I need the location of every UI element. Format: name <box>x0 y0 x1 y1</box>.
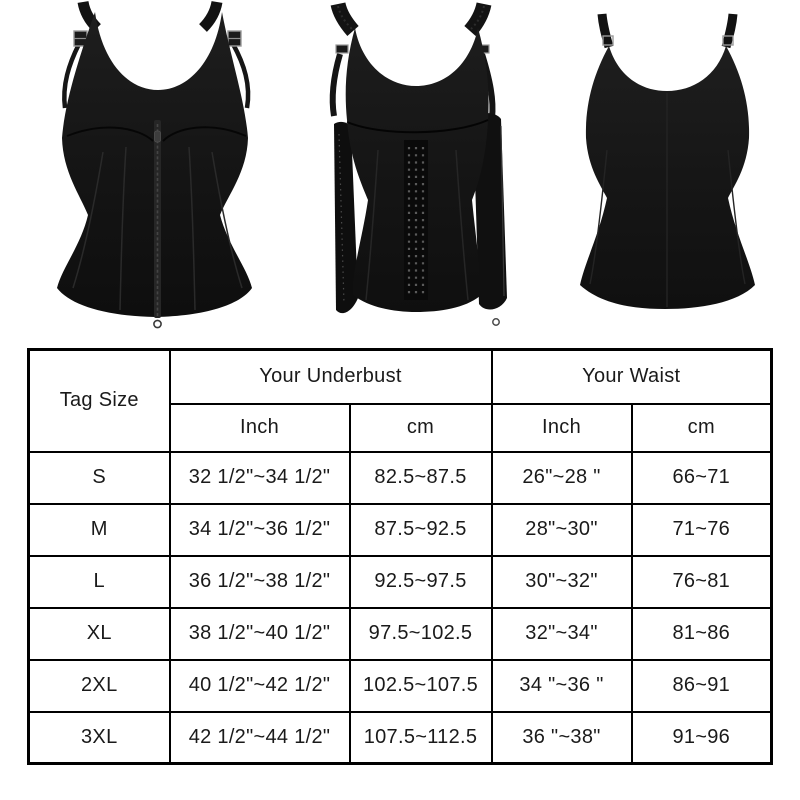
underbust-cm-cell: 97.5~102.5 <box>348 606 493 661</box>
waist-inch-cell: 36 "~38" <box>490 710 633 765</box>
table-subheader-row: Inch cm Inch cm <box>29 402 773 453</box>
underbust-inch-cell: 36 1/2"~38 1/2" <box>168 554 351 609</box>
zipper-slider <box>154 130 161 143</box>
waist-inch-cell: 26"~28 " <box>490 450 633 505</box>
waist-cm-cell: 71~76 <box>630 502 773 557</box>
vest-back-view-image <box>580 13 755 309</box>
size-cell: XL <box>27 606 171 661</box>
size-cell: L <box>27 554 171 609</box>
underbust-inch-cell: 38 1/2"~40 1/2" <box>168 606 351 661</box>
underbust-cm-cell: 102.5~107.5 <box>348 658 493 713</box>
underbust-cm-cell: 107.5~112.5 <box>348 710 493 765</box>
table-row-size-s: S 32 1/2"~34 1/2" 82.5~87.5 26"~28 " 66~… <box>27 450 773 505</box>
waist-inch-cell: 32"~34" <box>490 606 633 661</box>
size-cell: M <box>27 502 171 557</box>
underbust-seam <box>346 119 489 134</box>
waist-cm-cell: 86~91 <box>630 658 773 713</box>
underbust-inch-cell: 42 1/2"~44 1/2" <box>168 710 351 765</box>
waist-inch-header: Inch <box>490 402 633 453</box>
waist-cm-cell: 66~71 <box>630 450 773 505</box>
shoulder-straps <box>597 13 738 49</box>
size-chart-table: Tag Size Your Underbust Your Waist Inch … <box>27 348 774 765</box>
underbust-seam <box>162 126 247 142</box>
table-row-size-l: L 36 1/2"~38 1/2" 92.5~97.5 30"~32" 76~8… <box>27 554 773 609</box>
waist-cm-cell: 91~96 <box>630 710 773 765</box>
underbust-inch-header: Inch <box>168 402 351 453</box>
table-header-group-row: Tag Size Your Underbust Your Waist <box>27 348 773 453</box>
strap-adjuster-rings <box>602 35 734 46</box>
waist-cm-cell: 76~81 <box>630 554 773 609</box>
size-cell: 3XL <box>27 710 171 765</box>
underbust-inch-cell: 32 1/2"~34 1/2" <box>168 450 351 505</box>
underbust-inch-cell: 40 1/2"~42 1/2" <box>168 658 351 713</box>
underbust-inch-cell: 34 1/2"~36 1/2" <box>168 502 351 557</box>
boning-seams <box>365 149 469 301</box>
waist-inch-cell: 28"~30" <box>490 502 633 557</box>
vest-front-zipper-image <box>57 0 252 329</box>
size-cell: 2XL <box>27 658 171 713</box>
table-row-size-m: M 34 1/2"~36 1/2" 87.5~92.5 28"~30" 71~7… <box>27 502 773 557</box>
waist-group-header: Your Waist <box>490 348 773 405</box>
waist-cm-header: cm <box>630 402 773 453</box>
underbust-seam <box>66 126 154 142</box>
zipper-pull-ring <box>492 318 500 326</box>
back-seams <box>589 93 746 307</box>
boning-seams <box>72 146 243 311</box>
vest-front-hook-eye-image <box>329 2 507 326</box>
size-cell: S <box>27 450 171 505</box>
left-zipper-flap <box>334 121 358 314</box>
underbust-cm-cell: 92.5~97.5 <box>348 554 493 609</box>
strap-adjuster-buckles <box>73 30 242 47</box>
flap-stitching <box>338 133 345 305</box>
underbust-cm-cell: 87.5~92.5 <box>348 502 493 557</box>
tag-size-header: Tag Size <box>27 348 171 453</box>
table-row-size-2xl: 2XL 40 1/2"~42 1/2" 102.5~107.5 34 "~36 … <box>27 658 773 713</box>
underbust-group-header: Your Underbust <box>168 348 493 405</box>
table-row-size-3xl: 3XL 42 1/2"~44 1/2" 107.5~112.5 36 "~38"… <box>27 710 773 765</box>
front-zipper <box>153 120 162 329</box>
waist-inch-cell: 30"~32" <box>490 554 633 609</box>
table-row-size-xl: XL 38 1/2"~40 1/2" 97.5~102.5 32"~34" 81… <box>27 606 773 661</box>
underbust-cm-header: cm <box>348 402 493 453</box>
flap-edge-seam <box>500 125 505 297</box>
waist-cm-cell: 81~86 <box>630 606 773 661</box>
product-image-gallery <box>0 0 800 340</box>
hook-and-eye-panel <box>404 140 428 300</box>
zipper-pull-ring <box>153 319 162 329</box>
waist-inch-cell: 34 "~36 " <box>490 658 633 713</box>
underbust-cm-cell: 82.5~87.5 <box>348 450 493 505</box>
